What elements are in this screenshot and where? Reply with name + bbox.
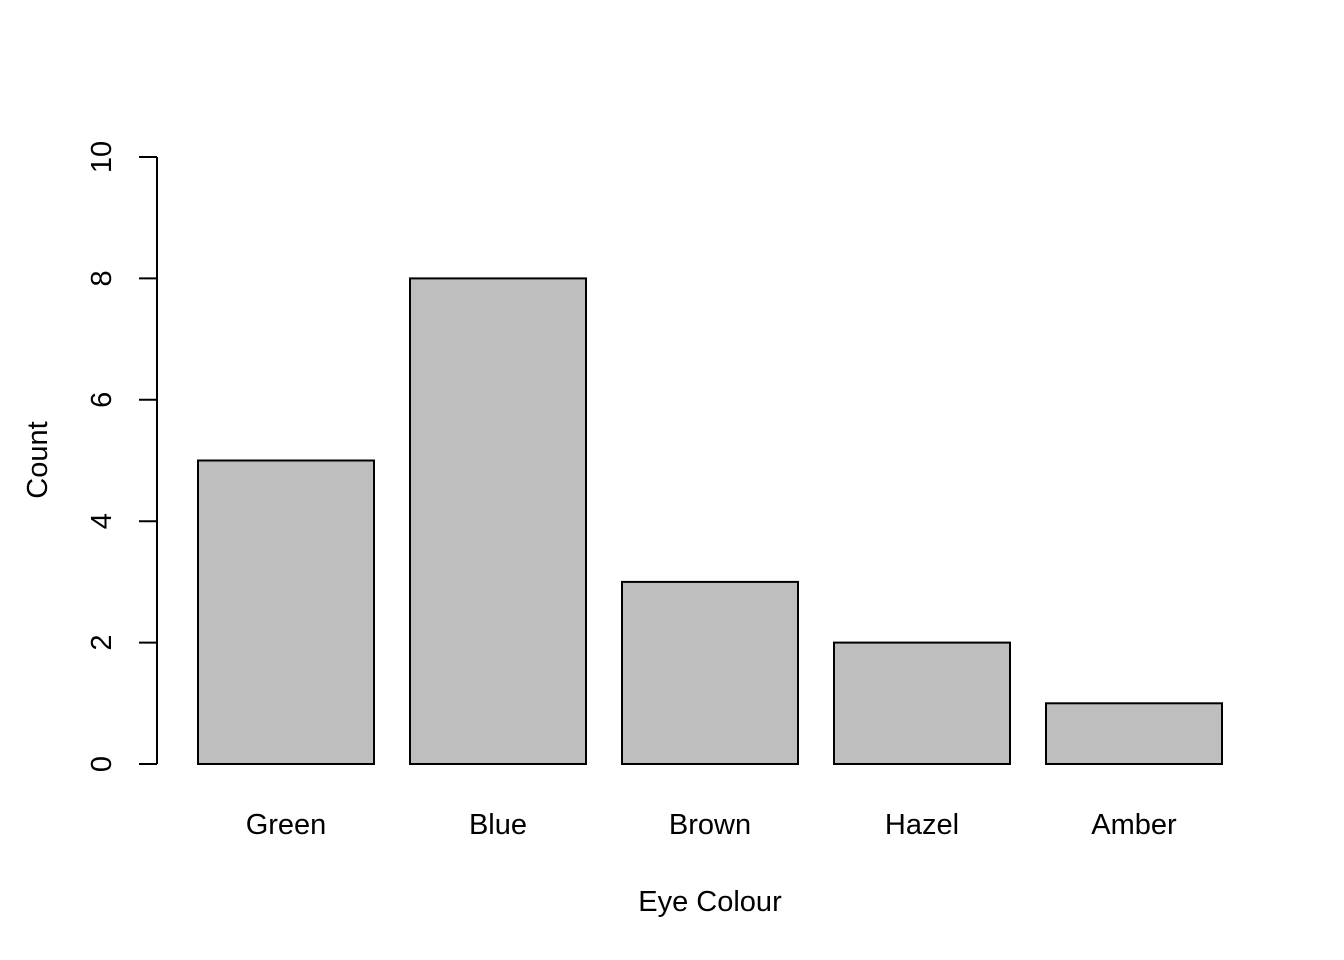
y-tick-label: 4 [86,513,118,529]
y-tick-label: 10 [86,141,118,173]
y-tick-label: 2 [86,635,118,651]
y-tick-label: 6 [86,392,118,408]
x-tick-label: Blue [469,809,527,841]
bar-amber [1045,702,1223,765]
y-tick-label: 0 [86,756,118,772]
x-tick-label: Green [246,809,327,841]
bar-hazel [833,641,1011,765]
x-axis-title: Eye Colour [638,886,782,918]
bar-green [197,459,375,765]
y-axis: 0 2 4 6 8 10 [86,141,158,772]
bars-group [197,277,1223,766]
x-tick-label: Hazel [885,809,959,841]
x-tick-label: Amber [1091,809,1177,841]
x-tick-label: Brown [669,809,751,841]
x-tick-labels: Green Blue Brown Hazel Amber [246,809,1177,841]
y-tick-label: 8 [86,270,118,286]
bar-blue [409,277,587,765]
bar-brown [621,580,799,766]
y-axis-title: Count [22,421,54,498]
